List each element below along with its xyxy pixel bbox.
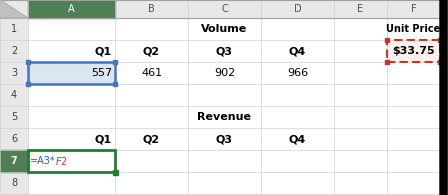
Bar [0,150,28,172]
Bar [387,40,440,62]
Text: Q3: Q3 [216,46,233,56]
Text: B: B [148,4,155,14]
Text: 4: 4 [11,90,17,100]
Bar [112,169,117,175]
Text: 5: 5 [11,112,17,122]
Text: 966: 966 [287,68,308,78]
Bar [0,18,28,40]
Bar [438,60,442,64]
Bar [26,60,30,64]
Bar [0,84,28,106]
Bar [0,62,28,84]
Bar [0,128,28,150]
Text: $33.75: $33.75 [392,46,435,56]
Bar [438,38,442,42]
Bar [113,82,117,86]
Text: 8: 8 [11,178,17,188]
Text: 2: 2 [11,46,17,56]
Text: E: E [358,4,364,14]
Text: A: A [68,4,75,14]
Text: Volume: Volume [201,24,248,34]
Text: 6: 6 [11,134,17,144]
Bar [0,150,28,172]
Text: Q3: Q3 [216,134,233,144]
Text: 461: 461 [141,68,162,78]
Text: $F$2: $F$2 [55,155,68,167]
Bar [28,0,115,18]
Polygon shape [0,0,28,18]
Text: F: F [411,4,416,14]
Bar [28,62,115,84]
Text: C: C [221,4,228,14]
Bar [387,40,440,62]
Text: D: D [294,4,302,14]
Bar [0,40,28,62]
Text: =A3*: =A3* [30,156,56,166]
Text: Q1: Q1 [95,46,112,56]
Text: 1: 1 [11,24,17,34]
Text: Q2: Q2 [143,46,160,56]
Bar [28,150,115,172]
Text: Q4: Q4 [289,46,306,56]
Text: Revenue: Revenue [198,112,251,122]
Bar [385,60,389,64]
Text: Q1: Q1 [95,134,112,144]
Text: Q2: Q2 [143,134,160,144]
Bar [0,172,28,194]
Text: 7: 7 [11,156,17,166]
Text: 3: 3 [11,68,17,78]
Text: Q4: Q4 [289,134,306,144]
Bar [385,38,389,42]
Text: =A3*$F$2: =A3*$F$2 [30,155,69,167]
Bar [0,0,448,18]
Bar [0,106,28,128]
Text: 902: 902 [214,68,235,78]
Text: Unit Price: Unit Price [386,24,441,34]
Bar [26,82,30,86]
Bar [28,62,115,84]
Text: 557: 557 [91,68,112,78]
Bar [113,60,117,64]
